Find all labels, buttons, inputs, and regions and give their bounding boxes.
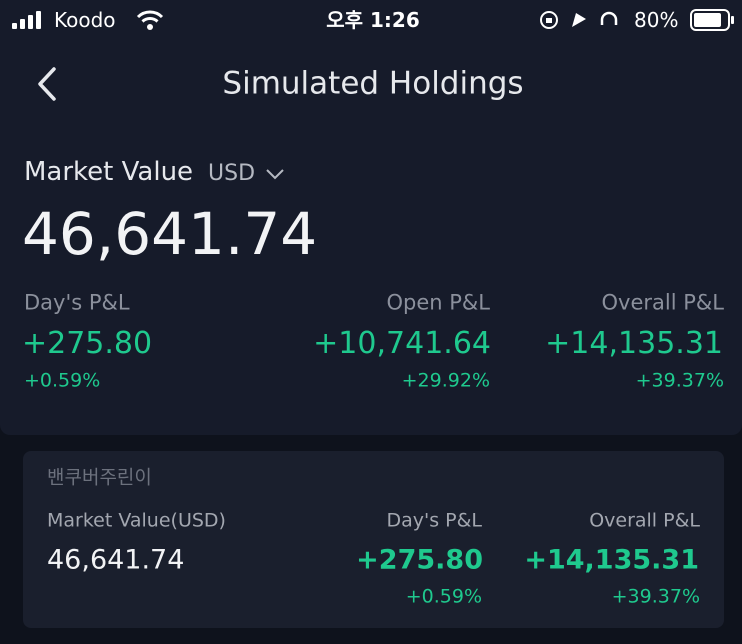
column-value: 46,641.74 bbox=[47, 544, 185, 576]
battery-level: 80% bbox=[634, 8, 679, 32]
account-name: 밴쿠버주린이 bbox=[47, 466, 152, 489]
summary-panel bbox=[0, 0, 742, 435]
metric-percent: +0.59% bbox=[24, 369, 101, 392]
clock: 오후 1:26 bbox=[326, 8, 420, 32]
metric-label: Open P&L bbox=[386, 290, 490, 315]
column-percent: +0.59% bbox=[405, 585, 482, 608]
metric-value: +14,135.31 bbox=[545, 326, 723, 361]
currency-selector[interactable]: USD bbox=[208, 161, 256, 186]
metric-value: +10,741.64 bbox=[313, 326, 491, 361]
column-value: +275.80 bbox=[356, 544, 483, 576]
currency-chevron[interactable] bbox=[265, 167, 285, 181]
battery-icon bbox=[690, 9, 734, 31]
back-button[interactable] bbox=[34, 66, 60, 102]
column-percent: +39.37% bbox=[611, 585, 700, 608]
wifi-icon bbox=[136, 10, 164, 30]
status-icons bbox=[540, 11, 618, 29]
signal-icon bbox=[12, 11, 41, 29]
page-title: Simulated Holdings bbox=[222, 65, 524, 102]
metric-label: Day's P&L bbox=[24, 290, 130, 315]
carrier: Koodo bbox=[54, 8, 116, 32]
metric-label: Overall P&L bbox=[601, 290, 724, 315]
metric-percent: +39.37% bbox=[635, 369, 724, 392]
metric-value: +275.80 bbox=[22, 326, 153, 361]
market-value: 46,641.74 bbox=[22, 200, 318, 268]
metric-percent: +29.92% bbox=[401, 369, 490, 392]
column-value: +14,135.31 bbox=[524, 544, 699, 576]
market-value-label: Market Value bbox=[24, 157, 194, 187]
column-label: Day's P&L bbox=[386, 509, 482, 532]
account-card[interactable] bbox=[23, 451, 724, 628]
column-label: Market Value(USD) bbox=[47, 509, 226, 532]
column-label: Overall P&L bbox=[589, 509, 700, 532]
